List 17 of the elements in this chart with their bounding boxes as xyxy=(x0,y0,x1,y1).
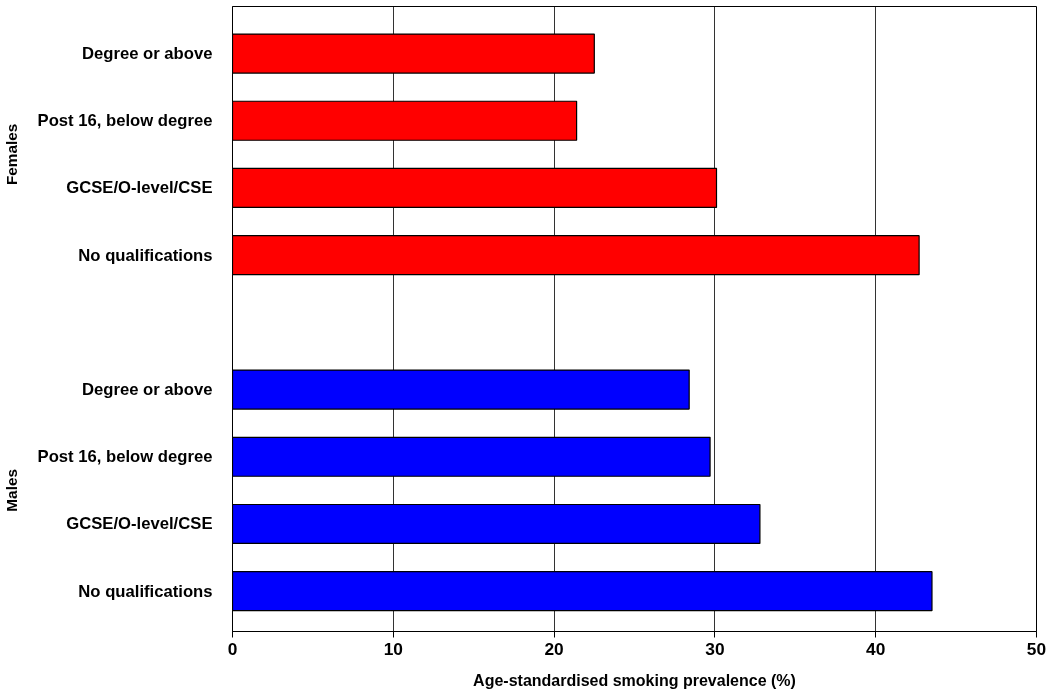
y-tick-label: Post 16, below degree xyxy=(37,447,213,467)
x-tick-label: 10 xyxy=(383,638,403,659)
x-tick-label: 50 xyxy=(1026,638,1047,659)
x-tick-label: 20 xyxy=(544,638,564,659)
text: Females xyxy=(3,123,21,186)
text: Males xyxy=(3,469,21,512)
x-tick-label: 0 xyxy=(227,638,238,659)
y-tick-label: Post 16, below degree xyxy=(37,111,213,131)
y-tick-label: Degree or above xyxy=(81,44,213,64)
x-tick-label: 30 xyxy=(705,638,725,659)
y-tick-label: No qualifications xyxy=(78,581,213,601)
y-tick-label: Degree or above xyxy=(81,380,213,400)
y-tick-label: No qualifications xyxy=(78,245,213,265)
y-tick-label: GCSE/O-level/CSE xyxy=(66,178,213,198)
x-tick-label: 40 xyxy=(866,638,886,659)
y-tick-label: GCSE/O-level/CSE xyxy=(66,514,213,534)
x-axis-title: Age-standardised smoking prevalence (%) xyxy=(473,671,796,689)
